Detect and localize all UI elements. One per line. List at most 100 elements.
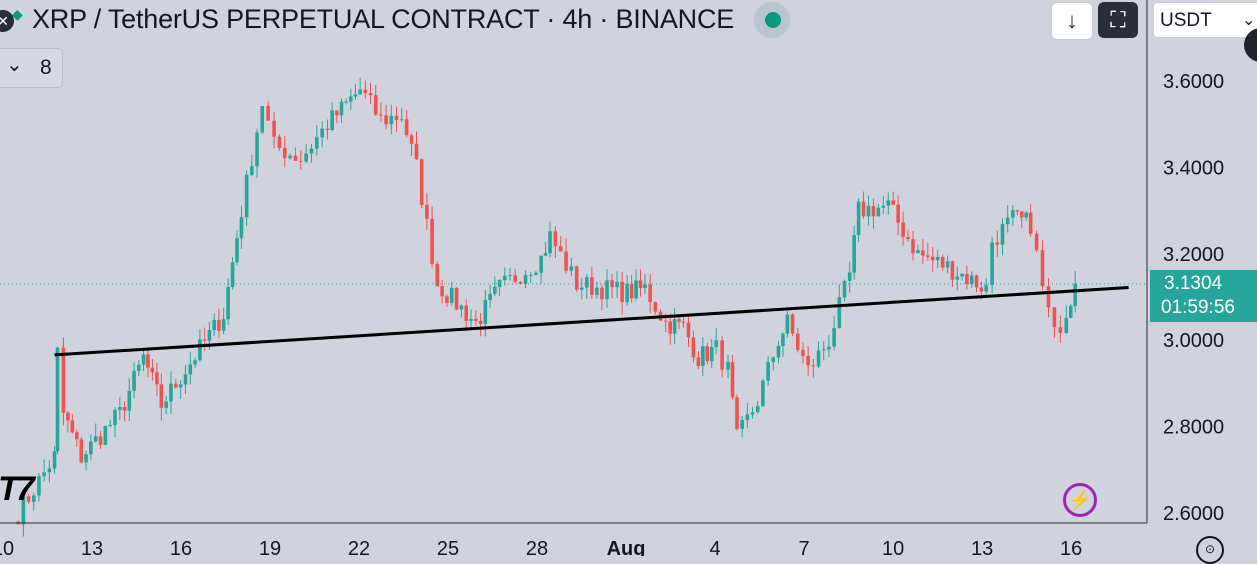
candle-body (861, 201, 866, 217)
lightning-icon[interactable]: ⚡ (1063, 483, 1097, 517)
candle-body (801, 349, 805, 356)
time-tick-label: 22 (348, 538, 370, 556)
scroll-handle[interactable] (1244, 28, 1257, 62)
candle-body (183, 374, 188, 385)
candle-body (459, 305, 464, 310)
candle-body (643, 284, 647, 289)
candle-body (832, 328, 836, 347)
candle-body (1000, 224, 1005, 245)
candle-body (37, 476, 41, 496)
market-open-status-icon[interactable] (765, 12, 781, 28)
candle-body (89, 441, 93, 455)
candle-body (672, 319, 677, 334)
candle-body (493, 286, 497, 294)
candle-body (1064, 317, 1069, 333)
candle-body (108, 425, 112, 427)
candle-body (325, 128, 330, 130)
candle-body (127, 390, 132, 411)
candle-body (648, 284, 652, 303)
candle-body (298, 160, 303, 162)
candle-body (842, 280, 847, 298)
candle-body (202, 339, 207, 341)
trendline[interactable] (54, 285, 1129, 357)
candle-body (66, 412, 70, 421)
candle-body (940, 256, 945, 268)
candle-body (389, 115, 394, 125)
candle-body (558, 246, 563, 252)
candle-body (600, 287, 604, 300)
candle-body (876, 207, 881, 217)
candle-body (691, 337, 696, 358)
currency-select[interactable]: USDT ⌄ (1153, 2, 1257, 38)
candle-body (113, 409, 117, 426)
candle-body (534, 272, 538, 275)
candle-body (330, 110, 334, 130)
candle-body (735, 397, 739, 429)
candle-body (564, 251, 568, 271)
candle-body (217, 319, 221, 331)
fullscreen-button[interactable]: ⛶ (1098, 2, 1138, 38)
candle-body (235, 238, 239, 263)
candle-body (497, 280, 502, 287)
candle-body (1015, 210, 1020, 212)
download-button[interactable]: ↓ (1051, 2, 1093, 40)
candle-body (705, 346, 710, 362)
candle-body (478, 320, 483, 324)
candle-body (304, 153, 308, 162)
candle-body (414, 143, 419, 160)
candle-body (595, 287, 599, 295)
candle-body (720, 340, 724, 370)
candle-body (827, 346, 831, 350)
candle-body (430, 218, 434, 265)
candle-body (373, 95, 378, 115)
candle-body (585, 277, 589, 288)
candle-body (776, 345, 781, 358)
candle-body (935, 256, 940, 261)
candle-body (518, 281, 523, 284)
chart-title[interactable]: XRP / TetherUS PERPETUAL CONTRACT · 4h ·… (32, 4, 735, 34)
candle-body (31, 495, 36, 502)
candle-body (569, 266, 574, 271)
candle-body (198, 339, 202, 361)
indicator-count[interactable]: 8 (40, 56, 52, 79)
candle-body (358, 89, 362, 95)
candle-body (188, 364, 193, 375)
candle-body (965, 273, 969, 284)
candle-body (98, 436, 103, 445)
price-axis[interactable]: 2.6000 2.8000 3.0000 3.2000 3.4000 3.6000 (1163, 71, 1224, 525)
candle-body (150, 367, 155, 373)
candle-body (349, 96, 353, 102)
time-axis[interactable]: 10 13 16 19 22 25 28 Aug 4 7 10 13 16 (0, 538, 1082, 556)
candle-body (653, 302, 658, 312)
bar-countdown: 01:59:56 (1161, 297, 1235, 318)
candle-body (896, 204, 900, 223)
candle-body (866, 206, 871, 217)
candle-body (816, 350, 821, 367)
candle-body (212, 319, 216, 331)
indicators-toggle[interactable] (0, 48, 63, 88)
settings-gear-icon[interactable]: ⊙ (1196, 536, 1224, 564)
chevron-down-icon[interactable]: ⌄ (6, 54, 23, 76)
candle-body (164, 401, 168, 408)
candle-body (950, 261, 955, 280)
candle-body (677, 319, 681, 322)
candle-body (353, 94, 358, 97)
candle-body (193, 360, 197, 365)
time-tick-label: 25 (437, 538, 459, 556)
candle-body (926, 255, 930, 257)
symbol-gem-icon: ◆ (12, 6, 23, 22)
candle-body (288, 155, 292, 159)
candle-body (686, 322, 691, 338)
candle-body (315, 137, 319, 149)
candle-body (309, 148, 314, 154)
candle-body (260, 105, 265, 133)
candle-body (811, 365, 816, 367)
exchange-logo-icon: ✕ (0, 10, 14, 32)
candle-body (852, 234, 856, 273)
candle-body (974, 275, 979, 288)
candle-body (132, 370, 136, 391)
time-tick-label: 10 (882, 538, 904, 556)
candle-body (605, 280, 609, 300)
candle-body (207, 330, 212, 341)
